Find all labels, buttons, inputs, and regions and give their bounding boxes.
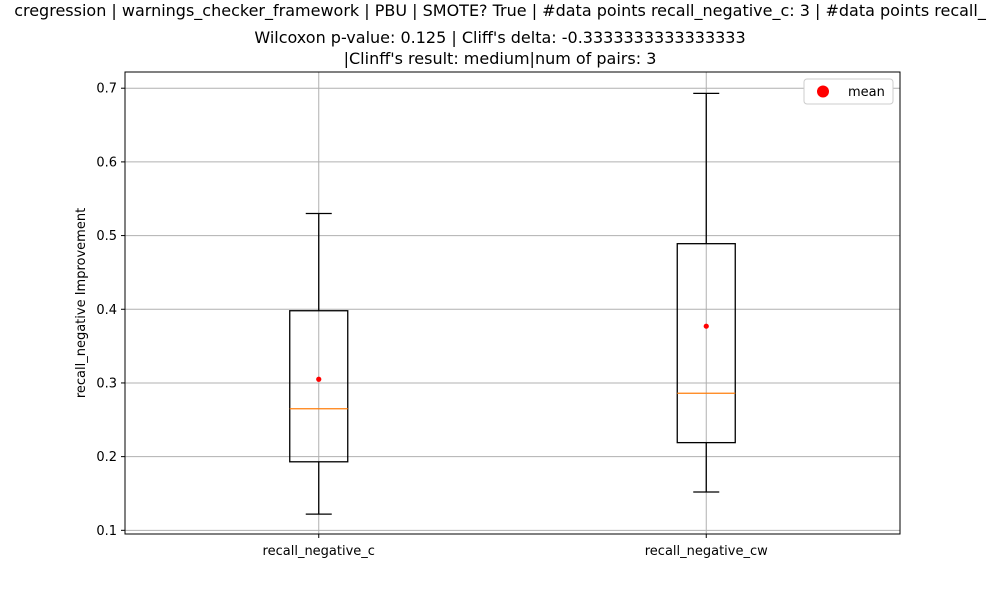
legend-box (803, 78, 894, 105)
box-recall_negative_cw (676, 92, 736, 493)
iqr-box (676, 243, 736, 444)
legend: mean (803, 78, 894, 105)
legend-mean-marker (817, 85, 829, 98)
legend-label-mean: mean (848, 85, 885, 100)
y-tick-label: 0.6 (96, 155, 117, 170)
y-tick-label: 0.1 (96, 524, 117, 539)
y-tick-label: 0.2 (96, 450, 117, 465)
box-recall_negative_c (289, 212, 349, 515)
y-axis-label: recall_negative Improvement (74, 208, 89, 398)
box-series (289, 92, 736, 515)
y-tick-label: 0.7 (96, 82, 117, 97)
x-tick-label: recall_negative_cw (645, 544, 768, 559)
y-tick-label: 0.4 (96, 303, 117, 318)
x-axis-ticks: recall_negative_c recall_negative_cw (263, 534, 768, 559)
y-axis-ticks: 0.1 0.2 0.3 0.4 0.5 0.6 0.7 (96, 82, 125, 539)
mean-point (703, 323, 709, 329)
chart-title-line-1: cregression | warnings_checker_framework… (14, 1, 986, 20)
chart-title-line-3: |Clinff's result: medium|num of pairs: 3 (343, 49, 657, 68)
grid-lines (125, 72, 900, 534)
mean-point (316, 376, 322, 382)
x-tick-label: recall_negative_c (263, 544, 375, 559)
y-tick-label: 0.3 (96, 376, 117, 391)
axes-frame (124, 71, 901, 535)
iqr-box (289, 310, 349, 463)
y-tick-label: 0.5 (96, 229, 117, 244)
chart-title-line-2: Wilcoxon p-value: 0.125 | Cliff's delta:… (254, 28, 746, 47)
